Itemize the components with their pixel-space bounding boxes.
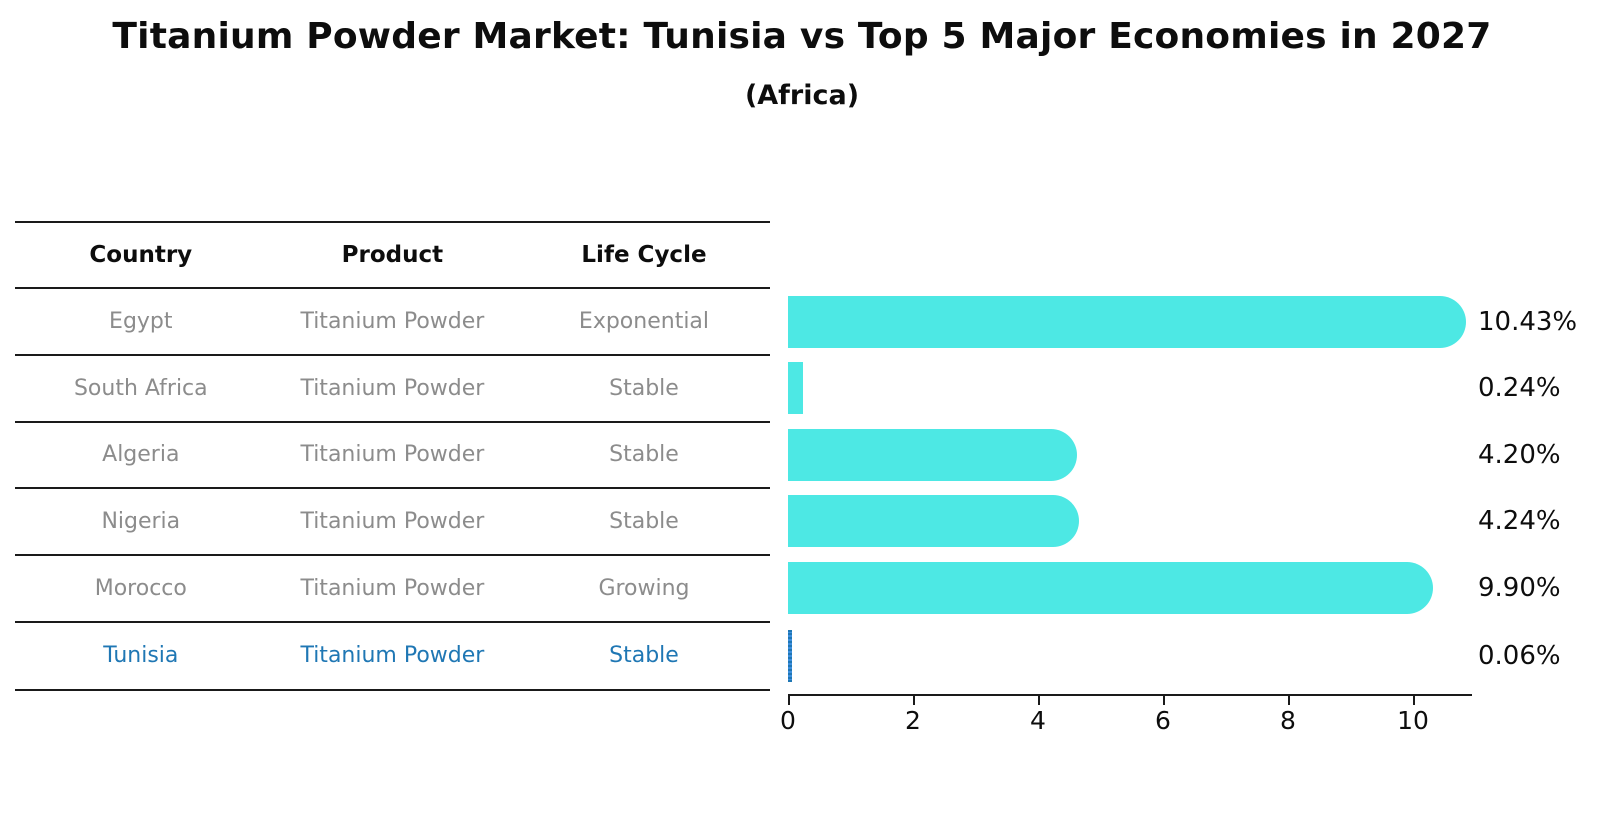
x-axis-tick-label: 2 — [905, 706, 921, 735]
value-label: 9.90% — [1478, 573, 1561, 603]
country-cell: South Africa — [73, 375, 208, 401]
table-row: Algeria Titanium Powder Stable — [15, 422, 770, 487]
bar — [788, 495, 1079, 547]
product-cell: Titanium Powder — [300, 442, 485, 467]
bar — [788, 362, 803, 414]
x-axis-tick — [1163, 696, 1165, 705]
x-axis-tick — [1288, 696, 1290, 705]
x-axis-tick — [788, 696, 790, 705]
x-axis-tick-label: 8 — [1280, 706, 1296, 735]
bar-row — [788, 555, 1488, 621]
table-row-highlighted: Tunisia Titanium Powder Stable — [15, 622, 770, 689]
bar-row — [788, 288, 1488, 355]
x-axis-tick-label: 0 — [780, 706, 796, 735]
life-cycle-cell: Stable — [609, 442, 679, 467]
bar-row — [788, 488, 1488, 554]
table-divider — [15, 621, 770, 623]
table-header-row: Country Product Life Cycle — [15, 222, 770, 287]
bar — [788, 629, 792, 682]
life-cycle-cell: Growing — [598, 575, 690, 601]
value-label: 0.24% — [1478, 373, 1561, 403]
table-divider — [15, 421, 770, 423]
bar — [788, 295, 1466, 348]
bar-row — [788, 355, 1488, 421]
x-axis-tick — [1413, 696, 1415, 705]
table-divider — [15, 487, 770, 489]
life-cycle-cell: Exponential — [578, 309, 710, 334]
product-cell: Titanium Powder — [300, 575, 485, 601]
x-axis-tick — [1038, 696, 1040, 705]
bar — [788, 428, 1077, 481]
life-cycle-cell: Stable — [609, 508, 679, 534]
bar — [788, 562, 1433, 614]
product-cell: Titanium Powder — [300, 309, 485, 334]
bar-row — [788, 622, 1488, 689]
page-title: Titanium Powder Market: Tunisia vs Top 5… — [112, 16, 1492, 57]
value-label: 10.43% — [1478, 306, 1578, 337]
life-cycle-cell: Stable — [609, 643, 679, 668]
table-row: Nigeria Titanium Powder Stable — [15, 488, 770, 554]
country-cell: Morocco — [94, 575, 187, 601]
table-row: Egypt Titanium Powder Exponential — [15, 288, 770, 355]
column-header-country: Country — [89, 241, 193, 268]
product-cell: Titanium Powder — [300, 643, 485, 668]
x-axis-tick-label: 6 — [1155, 706, 1171, 735]
column-header-life-cycle: Life Cycle — [581, 241, 707, 268]
x-axis-line — [788, 694, 1472, 696]
x-axis-tick-label: 4 — [1030, 706, 1046, 735]
page-subtitle: (Africa) — [744, 80, 860, 111]
country-cell: Egypt — [109, 309, 173, 334]
value-label: 4.20% — [1478, 439, 1561, 470]
table-divider — [15, 221, 770, 223]
table-divider — [15, 354, 770, 356]
table-divider — [15, 287, 770, 289]
country-cell: Algeria — [102, 442, 180, 467]
country-cell: Tunisia — [103, 643, 179, 668]
bar-row — [788, 422, 1488, 487]
x-axis-tick — [913, 696, 915, 705]
value-label: 0.06% — [1478, 640, 1561, 671]
column-header-product: Product — [341, 241, 444, 268]
table-divider — [15, 554, 770, 556]
life-cycle-cell: Stable — [609, 375, 679, 401]
table-row: Morocco Titanium Powder Growing — [15, 555, 770, 621]
table-row: South Africa Titanium Powder Stable — [15, 355, 770, 421]
country-cell: Nigeria — [101, 508, 181, 534]
product-cell: Titanium Powder — [300, 375, 485, 401]
table-divider — [15, 689, 770, 691]
x-axis-tick-label: 10 — [1397, 706, 1429, 735]
value-label: 4.24% — [1478, 506, 1561, 536]
product-cell: Titanium Powder — [300, 508, 485, 534]
